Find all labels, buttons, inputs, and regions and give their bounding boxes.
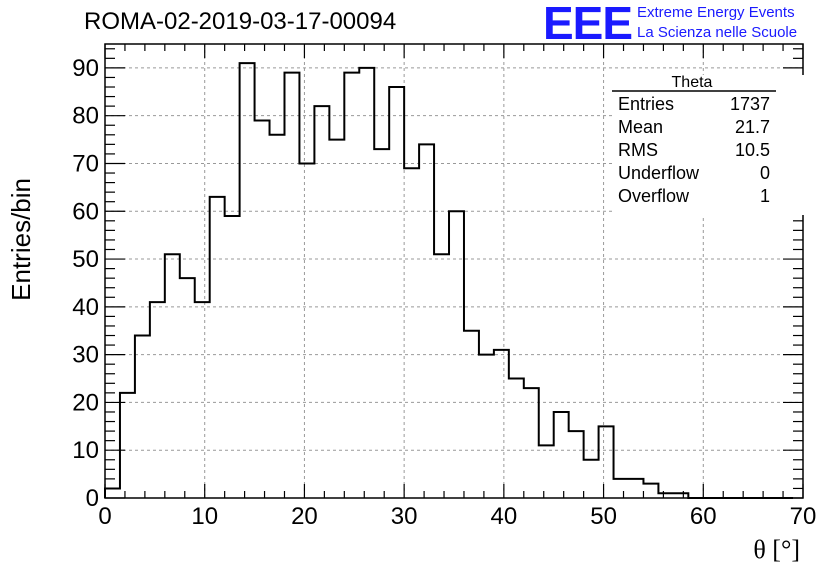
grid-lines: [105, 44, 803, 498]
y-tick-label: 0: [86, 485, 99, 512]
stats-row-label: Overflow: [618, 186, 690, 206]
stats-title: Theta: [672, 74, 713, 91]
plot-frame: [104, 43, 804, 499]
x-tick-label: 60: [690, 503, 717, 530]
y-tick-label: 80: [72, 103, 99, 130]
stats-row-value: 21.7: [735, 117, 770, 137]
stats-row-value: 10.5: [735, 140, 770, 160]
logo-caption-2: La Scienza nelle Scuole: [637, 24, 798, 41]
stats-box: Theta Entries 1737 Mean 21.7 RMS 10.5 Underflo…: [612, 74, 804, 215]
y-tick-label: 30: [72, 342, 99, 369]
histogram-outline: [104, 62, 794, 499]
x-tick-label: 70: [790, 503, 817, 530]
x-axis-label: θ [°]: [753, 535, 800, 564]
x-tick-label: 50: [590, 503, 617, 530]
y-tick-label: 70: [72, 150, 99, 177]
x-tick-label: 30: [391, 503, 418, 530]
y-axis-label: Entries/bin: [6, 178, 36, 301]
logo-caption-1: Extreme Energy Events: [637, 4, 795, 21]
x-tick-label: 0: [98, 503, 111, 530]
stats-row-label: Underflow: [618, 163, 700, 183]
y-tick-label: 40: [72, 294, 99, 321]
stats-row-label: Mean: [618, 117, 663, 137]
axis-ticks: [104, 44, 804, 499]
stats-row-value: 0: [760, 163, 770, 183]
y-tick-label: 90: [72, 55, 99, 82]
y-tick-label: 10: [72, 437, 99, 464]
eee-logo: EEE: [543, 0, 633, 49]
x-tick-label: 20: [291, 503, 318, 530]
x-tick-label: 10: [191, 503, 218, 530]
stats-row-label: RMS: [618, 140, 658, 160]
x-tick-label: 40: [491, 503, 518, 530]
stats-row-value: 1737: [730, 94, 770, 114]
y-tick-label: 20: [72, 389, 99, 416]
run-title: ROMA-02-2019-03-17-00094: [84, 8, 397, 35]
stats-row-label: Entries: [618, 94, 674, 114]
y-tick-label: 50: [72, 246, 99, 273]
stats-row-value: 1: [760, 186, 770, 206]
y-tick-label: 60: [72, 198, 99, 225]
